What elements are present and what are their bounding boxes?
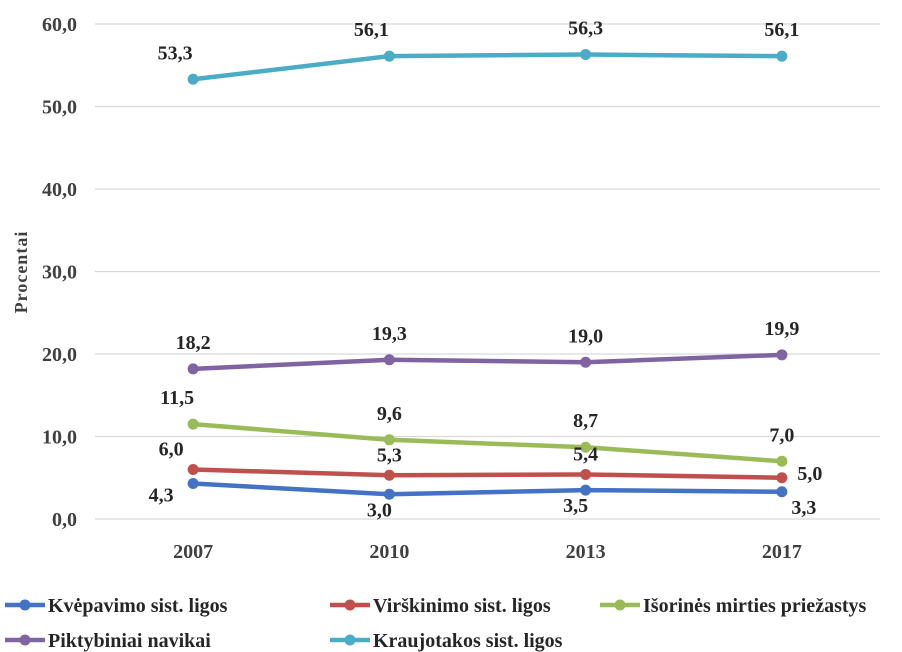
data-label: 19,0	[568, 325, 603, 347]
data-point	[383, 354, 395, 366]
data-point	[187, 418, 199, 430]
data-label: 6,0	[159, 439, 184, 461]
data-point	[580, 49, 592, 61]
data-label: 3,5	[563, 495, 588, 517]
data-point	[776, 486, 788, 498]
x-axis-ticks: 2007 2010 2013 2017	[173, 541, 802, 563]
data-label: 3,0	[367, 499, 392, 521]
data-label: 53,3	[158, 42, 193, 64]
y-tick-label: 40,0	[42, 179, 77, 201]
data-label: 5,4	[573, 443, 598, 465]
data-point	[383, 50, 395, 62]
data-point	[776, 349, 788, 361]
data-point	[776, 472, 788, 484]
legend-swatch-marker	[19, 599, 31, 611]
y-tick-label: 60,0	[42, 14, 77, 36]
data-point	[776, 50, 788, 62]
legend-swatch-marker	[19, 634, 31, 646]
y-tick-label: 50,0	[42, 97, 77, 119]
data-point	[383, 488, 395, 500]
data-label: 56,1	[764, 19, 799, 41]
series-line	[193, 467, 782, 480]
data-label: 4,3	[149, 485, 174, 507]
data-point	[187, 363, 199, 375]
legend-label: Virškinimo sist. ligos	[373, 595, 551, 617]
y-axis-ticks: 0,0 10,0 20,0 30,0 40,0 50,0 60,0	[42, 14, 77, 531]
y-tick-label: 20,0	[42, 344, 77, 366]
x-tick-label: 2013	[566, 541, 606, 563]
x-tick-label: 2007	[173, 541, 213, 563]
data-point	[383, 434, 395, 446]
data-label: 56,3	[568, 18, 603, 40]
data-point	[187, 464, 199, 475]
legend-swatch-marker	[614, 599, 626, 611]
data-label: 7,0	[769, 424, 794, 446]
legend: Kvėpavimo sist. ligos Virškinimo sist. li…	[5, 595, 867, 652]
data-point	[776, 455, 788, 467]
data-label: 3,3	[791, 497, 816, 519]
series-line	[192, 52, 782, 82]
data-label: 5,0	[797, 463, 822, 485]
y-axis-label: Procentai	[11, 231, 31, 314]
data-point	[580, 356, 592, 368]
data-point	[580, 468, 592, 480]
legend-label: Piktybiniai navikai	[48, 630, 211, 652]
x-tick-label: 2017	[762, 541, 802, 563]
legend-label: Kraujotakos sist. ligos	[373, 630, 563, 652]
y-tick-label: 0,0	[52, 509, 77, 531]
series-line	[193, 481, 782, 497]
data-label: 56,1	[354, 19, 389, 41]
data-point	[580, 484, 592, 496]
data-label: 5,3	[377, 444, 402, 466]
gridlines	[95, 23, 880, 520]
data-label: 18,2	[176, 332, 211, 354]
legend-label: Išorinės mirties priežastys	[643, 595, 867, 617]
data-point	[187, 73, 199, 85]
legend-swatch-marker	[344, 634, 356, 646]
data-point	[383, 469, 395, 481]
data-point	[187, 478, 199, 490]
legend-label: Kvėpavimo sist. ligos	[48, 595, 228, 617]
series-line	[192, 421, 783, 464]
data-label: 8,7	[573, 410, 598, 432]
y-tick-label: 30,0	[42, 262, 77, 284]
y-tick-label: 10,0	[42, 427, 77, 449]
data-labels: 4,3 3,0 3,5 3,3 6,0 5,3 5,4 5,0 11,5 9,6 8,7 7,0 18,…	[149, 18, 823, 522]
series-line	[193, 352, 782, 372]
x-tick-label: 2010	[369, 541, 409, 563]
data-point	[580, 441, 592, 453]
legend-swatch-marker	[344, 599, 356, 611]
data-label: 19,9	[764, 318, 799, 340]
series-lines	[187, 49, 788, 500]
data-label: 11,5	[160, 387, 194, 409]
data-label: 19,3	[372, 323, 407, 345]
data-label: 9,6	[377, 403, 402, 425]
